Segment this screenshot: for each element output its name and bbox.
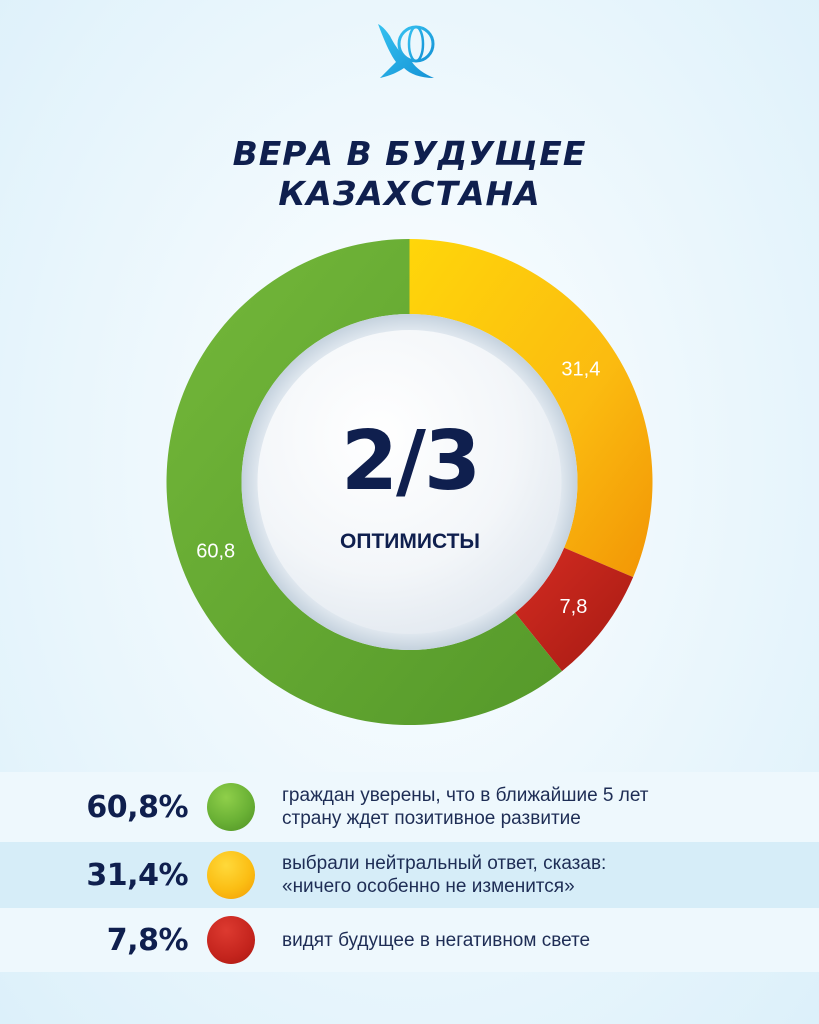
data-label-yellow: 31,4 <box>561 359 600 381</box>
slice-green <box>166 239 563 725</box>
legend-text-line: граждан уверены, что в ближайшие 5 лет <box>282 785 649 806</box>
legend-description: выбрали нейтральный ответ, сказав: «ниче… <box>282 852 782 898</box>
title-line-1: ВЕРА В БУДУЩЕЕ <box>232 134 587 173</box>
legend-description: граждан уверены, что в ближайшие 5 лет с… <box>282 784 782 830</box>
donut-inner-face <box>257 330 562 634</box>
center-value: 2/3 <box>340 414 481 509</box>
legend-row: 60,8% граждан уверены, что в ближайшие 5… <box>0 772 819 842</box>
legend-description: видят будущее в негативном свете <box>282 929 782 952</box>
eagle-globe-icon <box>378 24 435 78</box>
yellow-dot-icon <box>207 851 255 899</box>
donut-chart: 31,4 7,8 60,8 <box>166 239 653 725</box>
red-dot-icon <box>207 916 255 964</box>
legend-text-line: «ничего особенно не изменится» <box>282 876 575 897</box>
legend-percent: 7,8% <box>106 922 189 958</box>
center-label: ОПТИМИСТЫ <box>340 530 480 553</box>
legend-row: 7,8% видят будущее в негативном свете <box>0 908 819 972</box>
page-title: ВЕРА В БУДУЩЕЕ КАЗАХСТАНА <box>0 134 819 214</box>
green-dot-icon <box>207 783 255 831</box>
legend: 60,8% граждан уверены, что в ближайшие 5… <box>0 772 819 972</box>
title-line-2: КАЗАХСТАНА <box>278 174 541 213</box>
legend-percent: 31,4% <box>86 857 188 893</box>
legend-text-line: выбрали нейтральный ответ, сказав: <box>282 853 607 874</box>
legend-text-line: видят будущее в негативном свете <box>282 929 591 951</box>
donut-slices <box>166 239 653 725</box>
legend-row: 31,4% выбрали нейтральный ответ, сказав:… <box>0 842 819 908</box>
data-label-red: 7,8 <box>560 596 588 618</box>
legend-text-line: страну ждет позитивное развитие <box>282 808 581 829</box>
legend-percent: 60,8% <box>86 789 188 825</box>
donut-labels: 31,4 7,8 60,8 <box>196 359 600 618</box>
slice-red <box>514 547 634 672</box>
slice-yellow <box>409 239 653 578</box>
data-label-green: 60,8 <box>196 540 235 562</box>
